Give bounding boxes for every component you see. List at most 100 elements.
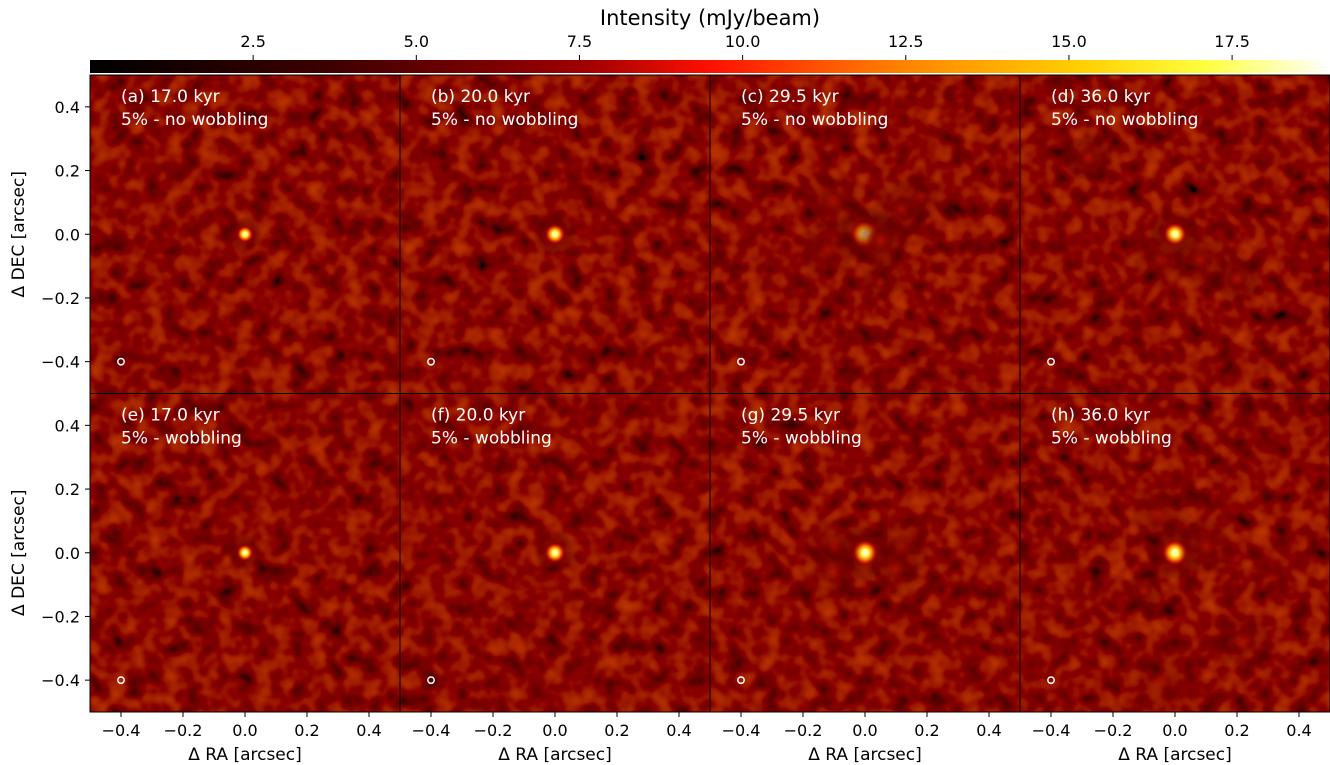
emission-clump xyxy=(1145,666,1174,695)
y-tick-label: 0.2 xyxy=(55,480,80,499)
panel-sublabel: 5% - no wobbling xyxy=(431,110,578,130)
emission-clump xyxy=(820,188,848,217)
colorbar-tick-label: 5.0 xyxy=(404,32,429,51)
beam-marker xyxy=(1047,357,1055,366)
panel-label: (h) 36.0 kyr xyxy=(1051,406,1150,426)
beam-marker xyxy=(117,676,125,685)
x-tick-label: −0.2 xyxy=(784,721,823,740)
emission-clump xyxy=(1229,627,1258,656)
colorbar-ticks: 2.5 5.0 7.5 10.0 12.5 15.0 17.5 xyxy=(240,32,1250,60)
colorbar-gradient xyxy=(90,60,1330,73)
colorbar-tick-label: 15.0 xyxy=(1051,32,1087,51)
panel-f: (f) 20.0 kyr 5% - wobbling −0.4 −0.2 0.0 0.2 0… xyxy=(399,393,711,740)
emission-clump xyxy=(1225,267,1249,291)
axis-labels: Δ RA [arcsec] Δ RA [arcsec] Δ RA [arcsec] Δ… xyxy=(9,171,1232,765)
emission-clump xyxy=(813,236,842,265)
x-tick-label: 0.2 xyxy=(604,721,629,740)
x-tick-label: −0.2 xyxy=(164,721,203,740)
panel-g: (g) 29.5 kyr 5% - wobbling −0.4 −0.2 0.0 0.2 0… xyxy=(709,393,1021,740)
y-tick-label: 0.0 xyxy=(55,544,80,563)
emission-clump xyxy=(1185,245,1214,274)
y-tick-label: −0.2 xyxy=(41,607,80,626)
panel-label: (f) 20.0 kyr xyxy=(431,406,525,426)
panel-b: (b) 20.0 kyr 5% - no wobbling xyxy=(399,74,711,394)
y-tick-label: 0.4 xyxy=(55,416,80,435)
colorbar: Intensity (mJy/beam) 2.5 5.0 7.5 10.0 12.5 15… xyxy=(90,6,1330,73)
panel-h: (h) 36.0 kyr 5% - wobbling −0.4 −0.2 0.0 0.2 0… xyxy=(1019,393,1330,740)
panel-a: (a) 17.0 kyr 5% - no wobbling 0.4 0.2 0.0 −0.… xyxy=(41,74,401,394)
beam-marker xyxy=(737,676,745,685)
x-tick-label: −0.2 xyxy=(474,721,513,740)
x-tick-label: 0.0 xyxy=(232,721,257,740)
x-tick-label: 0.4 xyxy=(666,721,691,740)
y-axis-label: Δ DEC [arcsec] xyxy=(9,171,29,297)
beam-marker xyxy=(117,357,125,366)
x-tick-label: 0.2 xyxy=(914,721,939,740)
emission-clump xyxy=(1134,581,1154,601)
x-axis-label: Δ RA [arcsec] xyxy=(498,745,612,765)
y-tick-label: −0.2 xyxy=(41,289,80,308)
emission-peak xyxy=(236,225,254,244)
panel-sublabel: 5% - no wobbling xyxy=(741,110,888,130)
colorbar-tick-label: 2.5 xyxy=(240,32,265,51)
emission-clump xyxy=(882,554,910,583)
emission-clump xyxy=(1076,146,1100,170)
x-tick-label: −0.4 xyxy=(1032,721,1071,740)
panel-sublabel: 5% - no wobbling xyxy=(1051,110,1198,130)
beam-marker xyxy=(737,357,745,366)
panel-sublabel: 5% - no wobbling xyxy=(121,110,268,130)
emission-clump xyxy=(871,272,890,292)
panel-label: (e) 17.0 kyr xyxy=(121,406,220,426)
emission-peak xyxy=(544,223,566,246)
panel-c: (c) 29.5 kyr 5% - no wobbling xyxy=(709,74,1021,394)
panel-e: (e) 17.0 kyr 5% - wobbling −0.4 −0.2 0.0 0.2 0… xyxy=(41,393,401,740)
y-tick-label: −0.4 xyxy=(41,353,80,372)
x-tick-label: −0.4 xyxy=(722,721,761,740)
colorbar-tick-label: 17.5 xyxy=(1214,32,1250,51)
x-tick-label: −0.4 xyxy=(412,721,451,740)
panel-label: (a) 17.0 kyr xyxy=(121,87,220,107)
panel-sublabel: 5% - wobbling xyxy=(121,429,242,449)
panel-grid: (a) 17.0 kyr 5% - no wobbling 0.4 0.2 0.0 −0.… xyxy=(41,74,1330,740)
beam-marker xyxy=(1047,676,1055,685)
panel-label: (g) 29.5 kyr xyxy=(741,406,840,426)
beam-marker xyxy=(427,357,435,366)
panel-label: (c) 29.5 kyr xyxy=(741,87,839,107)
x-tick-label: 0.0 xyxy=(852,721,877,740)
x-tick-label: 0.2 xyxy=(1224,721,1249,740)
x-axis-label: Δ RA [arcsec] xyxy=(1118,745,1232,765)
colorbar-tick-label: 12.5 xyxy=(888,32,924,51)
y-tick-label: 0.4 xyxy=(55,98,80,117)
y-tick-label: −0.4 xyxy=(41,671,80,690)
x-tick-label: 0.0 xyxy=(1162,721,1187,740)
colorbar-label: Intensity (mJy/beam) xyxy=(600,6,820,30)
emission-clump xyxy=(1145,500,1174,529)
emission-clump xyxy=(1192,532,1220,561)
x-axis-label: Δ RA [arcsec] xyxy=(188,745,302,765)
panel-sublabel: 5% - wobbling xyxy=(741,429,862,449)
x-tick-label: −0.2 xyxy=(1094,721,1133,740)
panel-sublabel: 5% - wobbling xyxy=(1051,429,1172,449)
panel-d: (d) 36.0 kyr 5% - no wobbling xyxy=(1019,74,1330,394)
panel-label: (b) 20.0 kyr xyxy=(431,87,530,107)
beam-marker xyxy=(427,676,435,685)
emission-peak xyxy=(236,543,254,562)
emission-clump xyxy=(820,557,848,586)
emission-clump xyxy=(1145,245,1174,274)
colorbar-tick-label: 7.5 xyxy=(567,32,592,51)
colorbar-tick-label: 10.0 xyxy=(725,32,761,51)
x-tick-label: 0.4 xyxy=(976,721,1001,740)
panel-label: (d) 36.0 kyr xyxy=(1051,87,1150,107)
y-tick-label: 0.0 xyxy=(55,225,80,244)
x-tick-label: 0.2 xyxy=(294,721,319,740)
x-tick-label: 0.4 xyxy=(356,721,381,740)
x-axis-label: Δ RA [arcsec] xyxy=(808,745,922,765)
emission-clump xyxy=(909,184,933,208)
x-tick-label: 0.4 xyxy=(1286,721,1311,740)
emission-peak xyxy=(544,541,566,564)
y-axis-label: Δ DEC [arcsec] xyxy=(9,490,29,616)
x-tick-label: 0.0 xyxy=(542,721,567,740)
y-tick-label: 0.2 xyxy=(55,162,80,181)
x-tick-label: −0.4 xyxy=(102,721,141,740)
